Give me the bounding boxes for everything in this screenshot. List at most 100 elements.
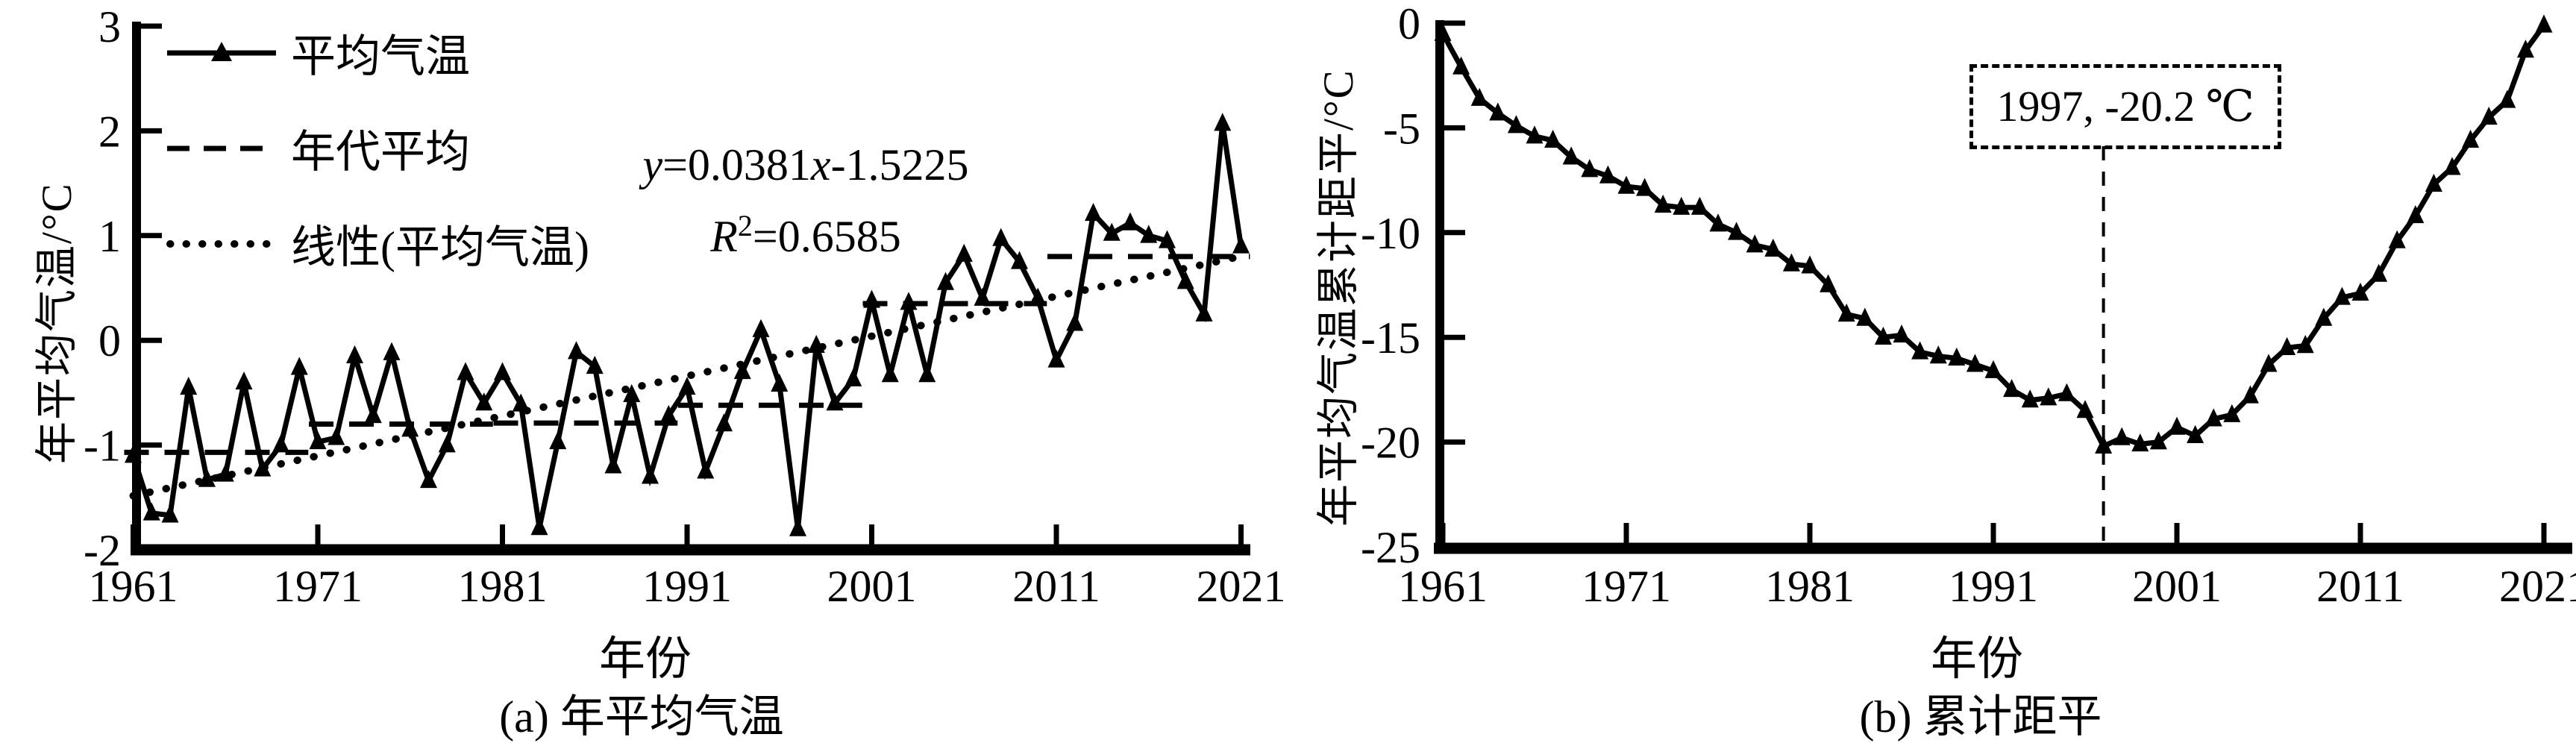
triangle-marker [1103, 222, 1121, 241]
triangle-marker [1121, 212, 1139, 231]
triangle-marker [1764, 238, 1782, 257]
x-tick-label: 1971 [273, 562, 363, 611]
triangle-marker [771, 373, 789, 392]
triangle-marker [530, 517, 548, 536]
triangle-marker [604, 455, 622, 474]
triangle-marker [1029, 287, 1047, 306]
y-tick-label: -2 [84, 526, 121, 575]
triangle-marker [1507, 115, 1525, 134]
triangle-marker [2498, 90, 2516, 108]
y-tick-label: -15 [1361, 313, 1420, 363]
triangle-marker [1599, 165, 1617, 184]
triangle-marker [420, 469, 437, 489]
triangle-marker [789, 518, 806, 536]
x-tick-label: 2021 [2499, 562, 2576, 611]
dashed-line-icon [167, 145, 276, 151]
regression-equation: y=0.0381x-1.5225 R2=0.6585 [612, 134, 1000, 267]
chart-a-y-axis-title: 年平均气温/°C [34, 182, 81, 464]
triangle-marker [1911, 341, 1929, 360]
min-point-annotation: 1997, -20.2 ℃ [1969, 64, 2281, 149]
triangle-marker [918, 364, 936, 383]
triangle-marker [198, 468, 216, 487]
x-tick-label: 1961 [1398, 562, 1488, 611]
triangle-marker [715, 413, 733, 432]
triangle-marker [881, 364, 899, 383]
x-tick-label: 1981 [458, 562, 548, 611]
triangle-marker [2370, 263, 2388, 282]
triangle-marker [2462, 129, 2480, 148]
triangle-marker [2076, 400, 2094, 418]
y-tick-label: 0 [1398, 0, 1420, 48]
triangle-marker [1489, 102, 1507, 121]
triangle-marker [438, 434, 456, 453]
triangle-marker [955, 243, 973, 262]
legend-label: 线性(平均气温) [291, 222, 589, 272]
triangle-marker [125, 445, 142, 463]
triangle-marker [697, 460, 715, 479]
y-tick-label: 1 [98, 212, 121, 261]
triangle-marker [1948, 347, 1966, 366]
triangle-marker [1709, 213, 1727, 232]
triangle-marker [863, 289, 880, 308]
triangle-marker [142, 502, 160, 521]
triangle-marker [1470, 87, 1488, 106]
dotted-line-icon [166, 240, 278, 248]
triangle-marker [1654, 194, 1672, 213]
triangle-marker [1581, 159, 1599, 178]
triangle-marker [1856, 307, 1874, 326]
triangle-marker [401, 418, 419, 437]
triangle-marker [2278, 336, 2296, 356]
triangle-marker [1690, 196, 1708, 215]
triangle-marker [1617, 175, 1635, 194]
triangle-marker [290, 357, 308, 375]
triangle-marker [1011, 251, 1028, 269]
triangle-marker [2095, 435, 2113, 454]
y-tick-label: 3 [98, 2, 121, 51]
triangle-marker [2260, 354, 2278, 372]
triangle-marker [346, 345, 363, 364]
x-tick-label: 2001 [2132, 562, 2222, 611]
triangle-marker [1544, 129, 1562, 148]
chart-a-x-axis-title: 年份 [598, 634, 692, 685]
triangle-marker [2351, 282, 2369, 301]
y-tick-label: -25 [1361, 523, 1420, 572]
triangle-marker [475, 392, 493, 411]
triangle-marker [2168, 416, 2186, 435]
triangle-marker [1452, 56, 1470, 75]
triangle-marker [2149, 431, 2167, 450]
legend-label: 年代平均 [291, 127, 470, 177]
triangle-marker [494, 362, 511, 380]
chart-b-x-axis-title: 年份 [1930, 634, 2023, 685]
triangle-marker [1837, 303, 1855, 322]
triangle-marker [974, 287, 991, 306]
triangle-marker [1066, 313, 1084, 331]
triangle-marker [512, 393, 530, 412]
x-tick-label: 1971 [1582, 562, 1671, 611]
chart-b-y-axis-title: 年平均气温累计距平/°C [1315, 69, 1362, 527]
solid-line-triangle-icon [167, 42, 276, 61]
y-tick-label: -1 [84, 421, 121, 471]
triangle-marker [2480, 106, 2498, 125]
x-tick-label: 1991 [642, 562, 732, 611]
triangle-marker [1434, 22, 1452, 41]
triangle-marker [2040, 387, 2058, 406]
triangle-marker [752, 319, 770, 337]
triangle-marker [272, 434, 289, 453]
triangle-marker [2296, 335, 2314, 354]
triangle-marker [2443, 157, 2461, 175]
chart-a-plot: 1961 1971 1981 1991 2001 2011 2021 3 2 1 0 -1 -2 [84, 2, 1285, 611]
triangle-marker [364, 404, 382, 424]
triangle-marker [254, 458, 272, 477]
triangle-marker [2388, 230, 2406, 248]
triangle-marker [678, 377, 696, 395]
triangle-marker [2204, 408, 2222, 427]
series-markers [1434, 14, 2553, 454]
triangle-marker [1176, 271, 1194, 289]
equation-line-2: R2=0.6585 [710, 209, 901, 261]
triangle-marker [826, 392, 844, 411]
triangle-marker [328, 427, 345, 445]
triangle-marker [623, 383, 641, 402]
triangle-marker [1636, 178, 1654, 196]
x-tick-label: 2021 [1197, 562, 1286, 611]
triangle-marker [1801, 255, 1819, 274]
